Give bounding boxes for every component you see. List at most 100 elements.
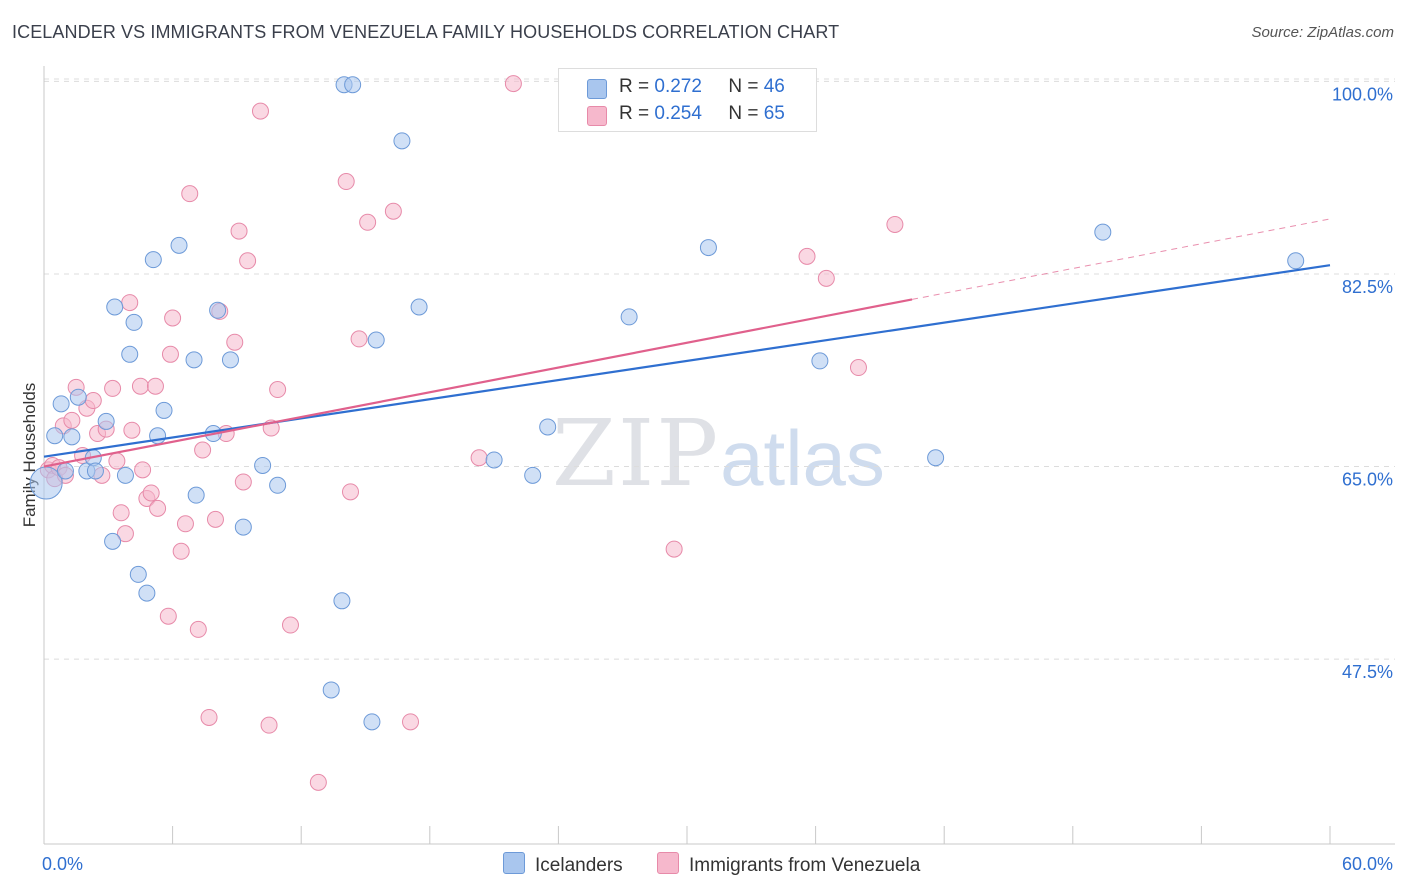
icelander-point [344, 76, 362, 94]
venezuela-point [384, 202, 402, 220]
icelander-point [63, 428, 81, 446]
venezuela-point [226, 333, 244, 351]
venezuela-point [84, 392, 102, 410]
venezuela-point [817, 269, 835, 287]
venezuela-point [359, 213, 377, 231]
icelander-point [185, 351, 203, 369]
venezuela-point [161, 345, 179, 363]
venezuela-point [63, 411, 81, 429]
icelander-point [121, 345, 139, 363]
venezuela-point [149, 499, 167, 517]
y-tick-label: 82.5% [1342, 277, 1393, 297]
icelander-point [125, 313, 143, 331]
venezuela-point [112, 504, 130, 522]
watermark-zip: ZIP [552, 400, 721, 507]
legend-r-label: R = [619, 103, 650, 124]
legend-r-value: 0.254 [654, 103, 702, 124]
stats-legend: R = 0.272 N = 46 R = 0.254 N = 65 [558, 68, 817, 132]
legend-swatch-pink [587, 106, 607, 126]
venezuela-point [108, 452, 126, 470]
venezuela-point [200, 708, 218, 726]
icelander-point [539, 418, 557, 436]
icelander-point [52, 395, 70, 413]
icelander-point [393, 132, 411, 150]
venezuela-point [886, 215, 904, 233]
watermark: ZIPatlas [552, 400, 885, 507]
legend-r-label: R = [619, 76, 650, 97]
legend-swatch-blue [587, 79, 607, 99]
icelander-point [269, 476, 287, 494]
chart-title: ICELANDER VS IMMIGRANTS FROM VENEZUELA F… [12, 22, 840, 42]
venezuela-point [230, 222, 248, 240]
venezuela-point [350, 330, 368, 348]
bottom-legend-venezuela: Immigrants from Venezuela [657, 852, 920, 877]
icelander-point [620, 308, 638, 326]
venezuela-point [798, 247, 816, 265]
icelander-point [144, 251, 162, 269]
icelander-point [86, 462, 104, 480]
venezuela-point [470, 449, 488, 467]
venezuela-point [251, 102, 269, 120]
venezuela-point [172, 542, 190, 560]
venezuela-point [131, 377, 149, 395]
trend-line-venezuela [43, 298, 913, 468]
icelander-point [129, 565, 147, 583]
venezuela-point [146, 377, 164, 395]
venezuela-point [116, 525, 134, 543]
icelander-point [699, 239, 717, 257]
icelander-point [333, 592, 351, 610]
legend-n-value: 46 [763, 76, 785, 97]
venezuela-point [194, 441, 212, 459]
venezuela-point [123, 421, 141, 439]
icelander-point [410, 298, 428, 316]
venezuela-point [281, 616, 299, 634]
watermark-atlas: atlas [720, 414, 885, 502]
icelander-point [221, 351, 239, 369]
icelander-point [138, 584, 156, 602]
bottom-legend-swatch-pink [657, 852, 679, 874]
venezuela-point [121, 294, 139, 312]
y-axis-label: Family Households [20, 383, 39, 528]
icelander-point [187, 486, 205, 504]
y-tick-label: 100.0% [1332, 84, 1393, 104]
venezuela-point [142, 484, 160, 502]
venezuela-point [665, 540, 683, 558]
legend-r-value: 0.272 [654, 76, 702, 97]
icelander-point [363, 713, 381, 731]
venezuela-point [337, 173, 355, 191]
trend-line-venezuela-extension [911, 218, 1331, 300]
icelander-point [367, 331, 385, 349]
icelander-point [155, 401, 173, 419]
icelander-point [104, 532, 122, 550]
x-tick-label: 0.0% [42, 854, 83, 874]
icelander-point [254, 456, 272, 474]
icelander-point [1094, 223, 1112, 241]
y-tick-label: 47.5% [1342, 662, 1393, 682]
x-tick-label: 60.0% [1342, 854, 1393, 874]
venezuela-point [176, 515, 194, 533]
icelander-point [116, 466, 134, 484]
legend-n-label: N = [728, 103, 759, 124]
venezuela-point [189, 620, 207, 638]
icelander-point [1287, 252, 1305, 270]
icelander-point [811, 352, 829, 370]
bottom-legend-icelanders: Icelanders [503, 852, 623, 877]
venezuela-point [181, 185, 199, 203]
icelander-point [97, 412, 115, 430]
venezuela-point [269, 381, 287, 399]
icelander-point [170, 236, 188, 254]
icelander-point [524, 466, 542, 484]
legend-n-value: 65 [763, 103, 785, 124]
icelander-point [56, 462, 74, 480]
icelander-point [46, 427, 64, 445]
venezuela-point [504, 75, 522, 93]
icelander-point [209, 301, 227, 319]
icelander-point [106, 298, 124, 316]
venezuela-point [849, 359, 867, 377]
venezuela-point [164, 309, 182, 327]
venezuela-point [159, 607, 177, 625]
venezuela-point [402, 713, 420, 731]
legend-n-label: N = [728, 76, 759, 97]
venezuela-point [239, 252, 257, 270]
